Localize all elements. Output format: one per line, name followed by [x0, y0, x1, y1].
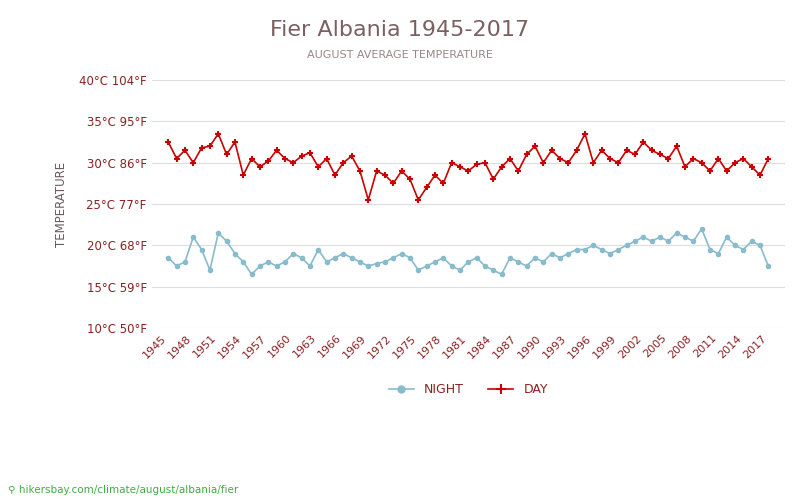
Y-axis label: TEMPERATURE: TEMPERATURE: [55, 162, 68, 246]
Text: AUGUST AVERAGE TEMPERATURE: AUGUST AVERAGE TEMPERATURE: [307, 50, 493, 60]
Legend: NIGHT, DAY: NIGHT, DAY: [384, 378, 553, 401]
Text: Fier Albania 1945-2017: Fier Albania 1945-2017: [270, 20, 530, 40]
Text: ⚲ hikersbay.com/climate/august/albania/fier: ⚲ hikersbay.com/climate/august/albania/f…: [8, 485, 238, 495]
